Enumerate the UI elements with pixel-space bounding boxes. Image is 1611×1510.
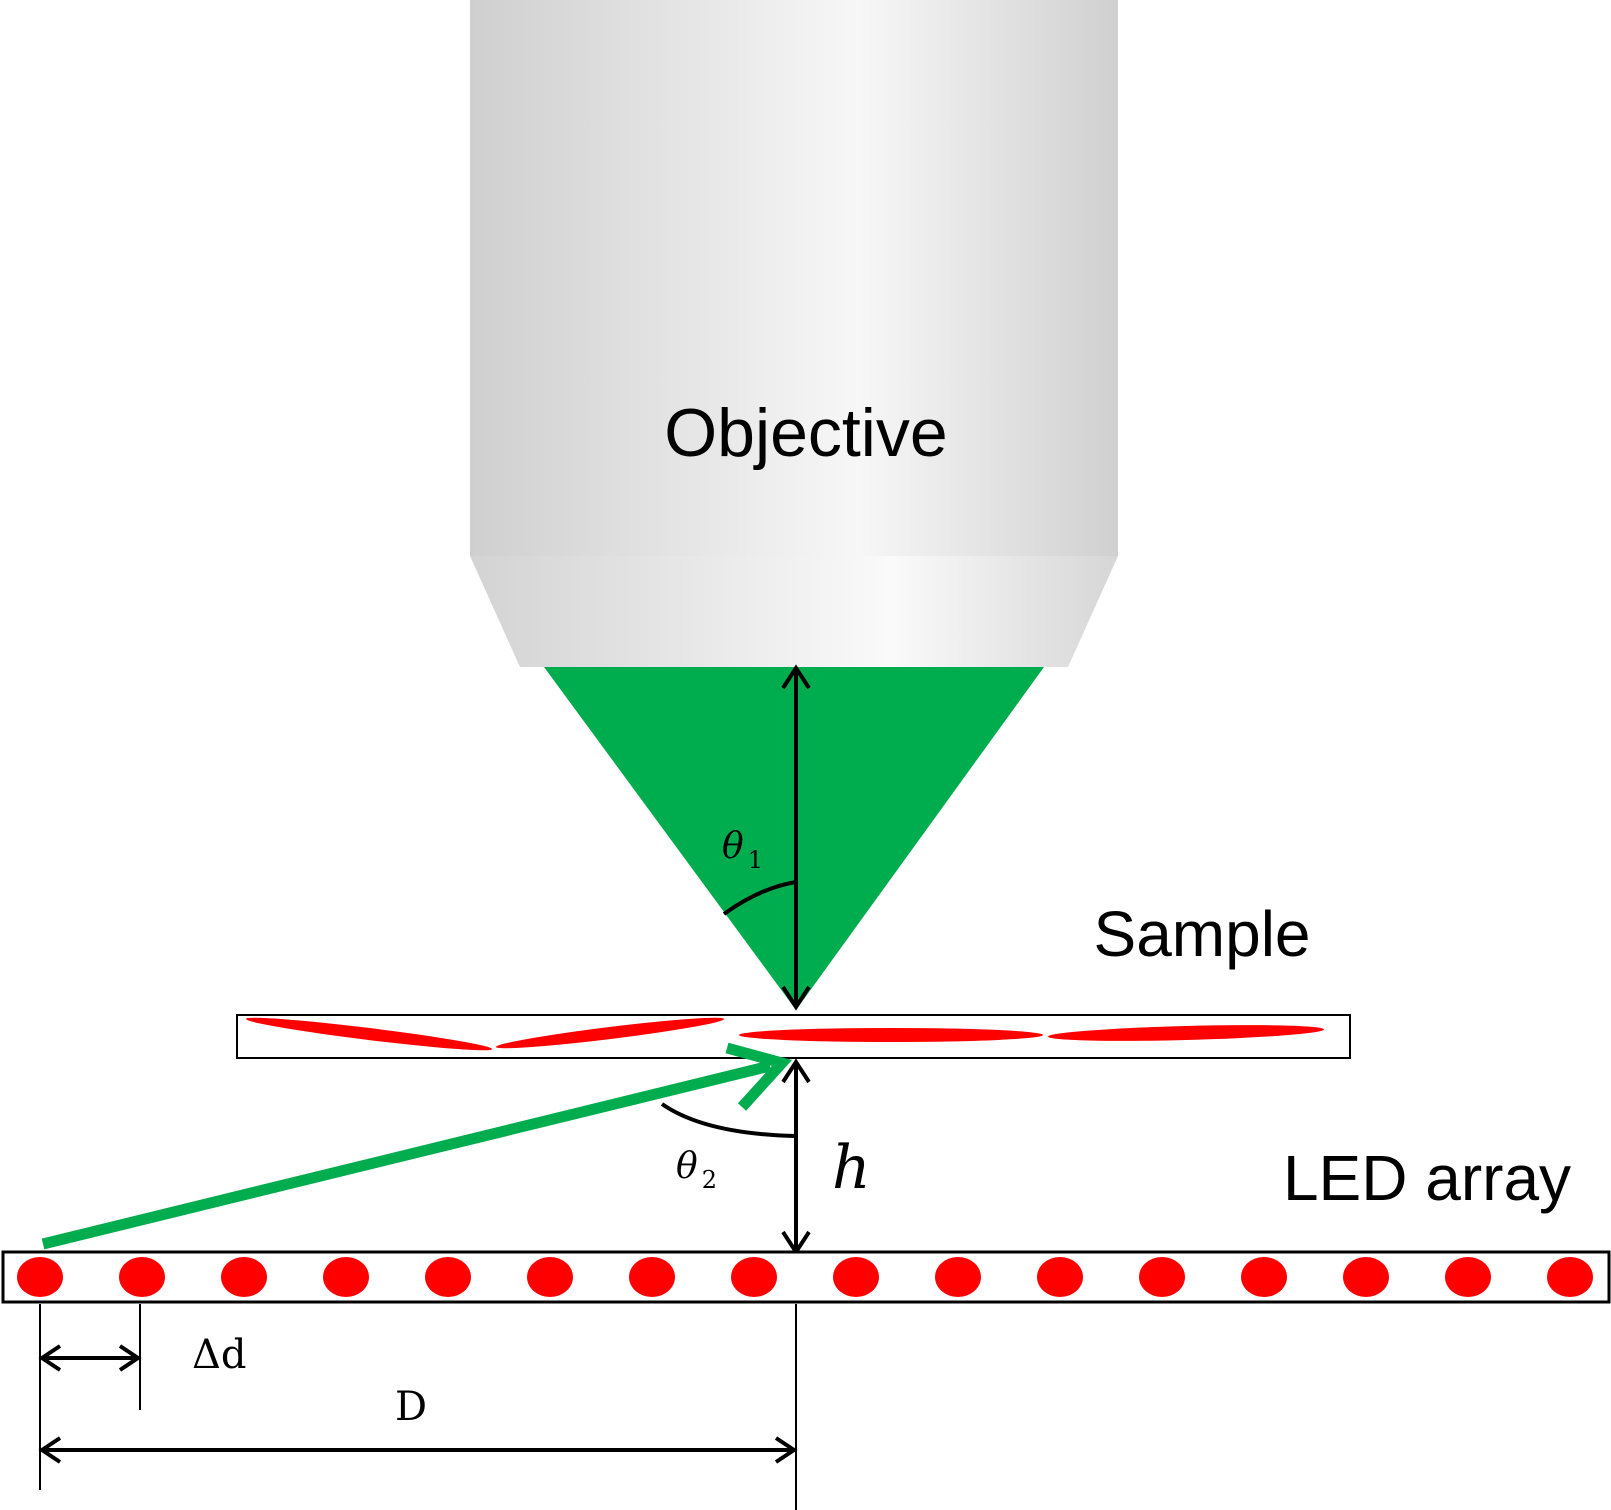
distance-label: D bbox=[395, 1384, 427, 1430]
led bbox=[119, 1257, 165, 1297]
led bbox=[1241, 1257, 1287, 1297]
theta1-symbol: θ bbox=[722, 826, 744, 867]
sample-specimens bbox=[245, 1017, 1324, 1051]
led bbox=[1547, 1257, 1593, 1297]
led bbox=[221, 1257, 267, 1297]
led bbox=[1445, 1257, 1491, 1297]
pitch-label: Δd bbox=[192, 1332, 247, 1378]
led bbox=[1037, 1257, 1083, 1297]
height-arrow bbox=[781, 1058, 811, 1256]
theta2-symbol: θ bbox=[676, 1146, 698, 1187]
objective-tip bbox=[470, 556, 1118, 667]
sample-cell bbox=[739, 1028, 1043, 1042]
led bbox=[833, 1257, 879, 1297]
led bbox=[1343, 1257, 1389, 1297]
objective-barrel bbox=[470, 0, 1118, 556]
led bbox=[323, 1257, 369, 1297]
led bbox=[935, 1257, 981, 1297]
sample-cell bbox=[1048, 1025, 1324, 1041]
led bbox=[629, 1257, 675, 1297]
sample-label: Sample bbox=[1094, 898, 1311, 970]
led bbox=[1139, 1257, 1185, 1297]
illumination-ray bbox=[41, 1042, 793, 1250]
sample-cell bbox=[495, 1017, 725, 1049]
theta2-subscript: 2 bbox=[702, 1166, 717, 1194]
pitch-arrow bbox=[38, 1344, 142, 1372]
led bbox=[17, 1257, 63, 1297]
distance-arrow bbox=[38, 1436, 798, 1464]
led-group bbox=[17, 1257, 1593, 1297]
led bbox=[527, 1257, 573, 1297]
height-label: h bbox=[832, 1133, 871, 1203]
theta2-arc bbox=[660, 1102, 797, 1138]
objective-label: Objective bbox=[664, 395, 947, 471]
led bbox=[425, 1257, 471, 1297]
working-distance-arrow bbox=[781, 664, 811, 1011]
objective-lens bbox=[470, 0, 1118, 667]
theta1-subscript: 1 bbox=[748, 846, 763, 874]
led-array-label: LED array bbox=[1283, 1142, 1571, 1214]
theta1-arc bbox=[722, 880, 797, 916]
led-array-board bbox=[1, 1250, 1611, 1304]
sample-cell bbox=[245, 1017, 493, 1051]
led bbox=[731, 1257, 777, 1297]
